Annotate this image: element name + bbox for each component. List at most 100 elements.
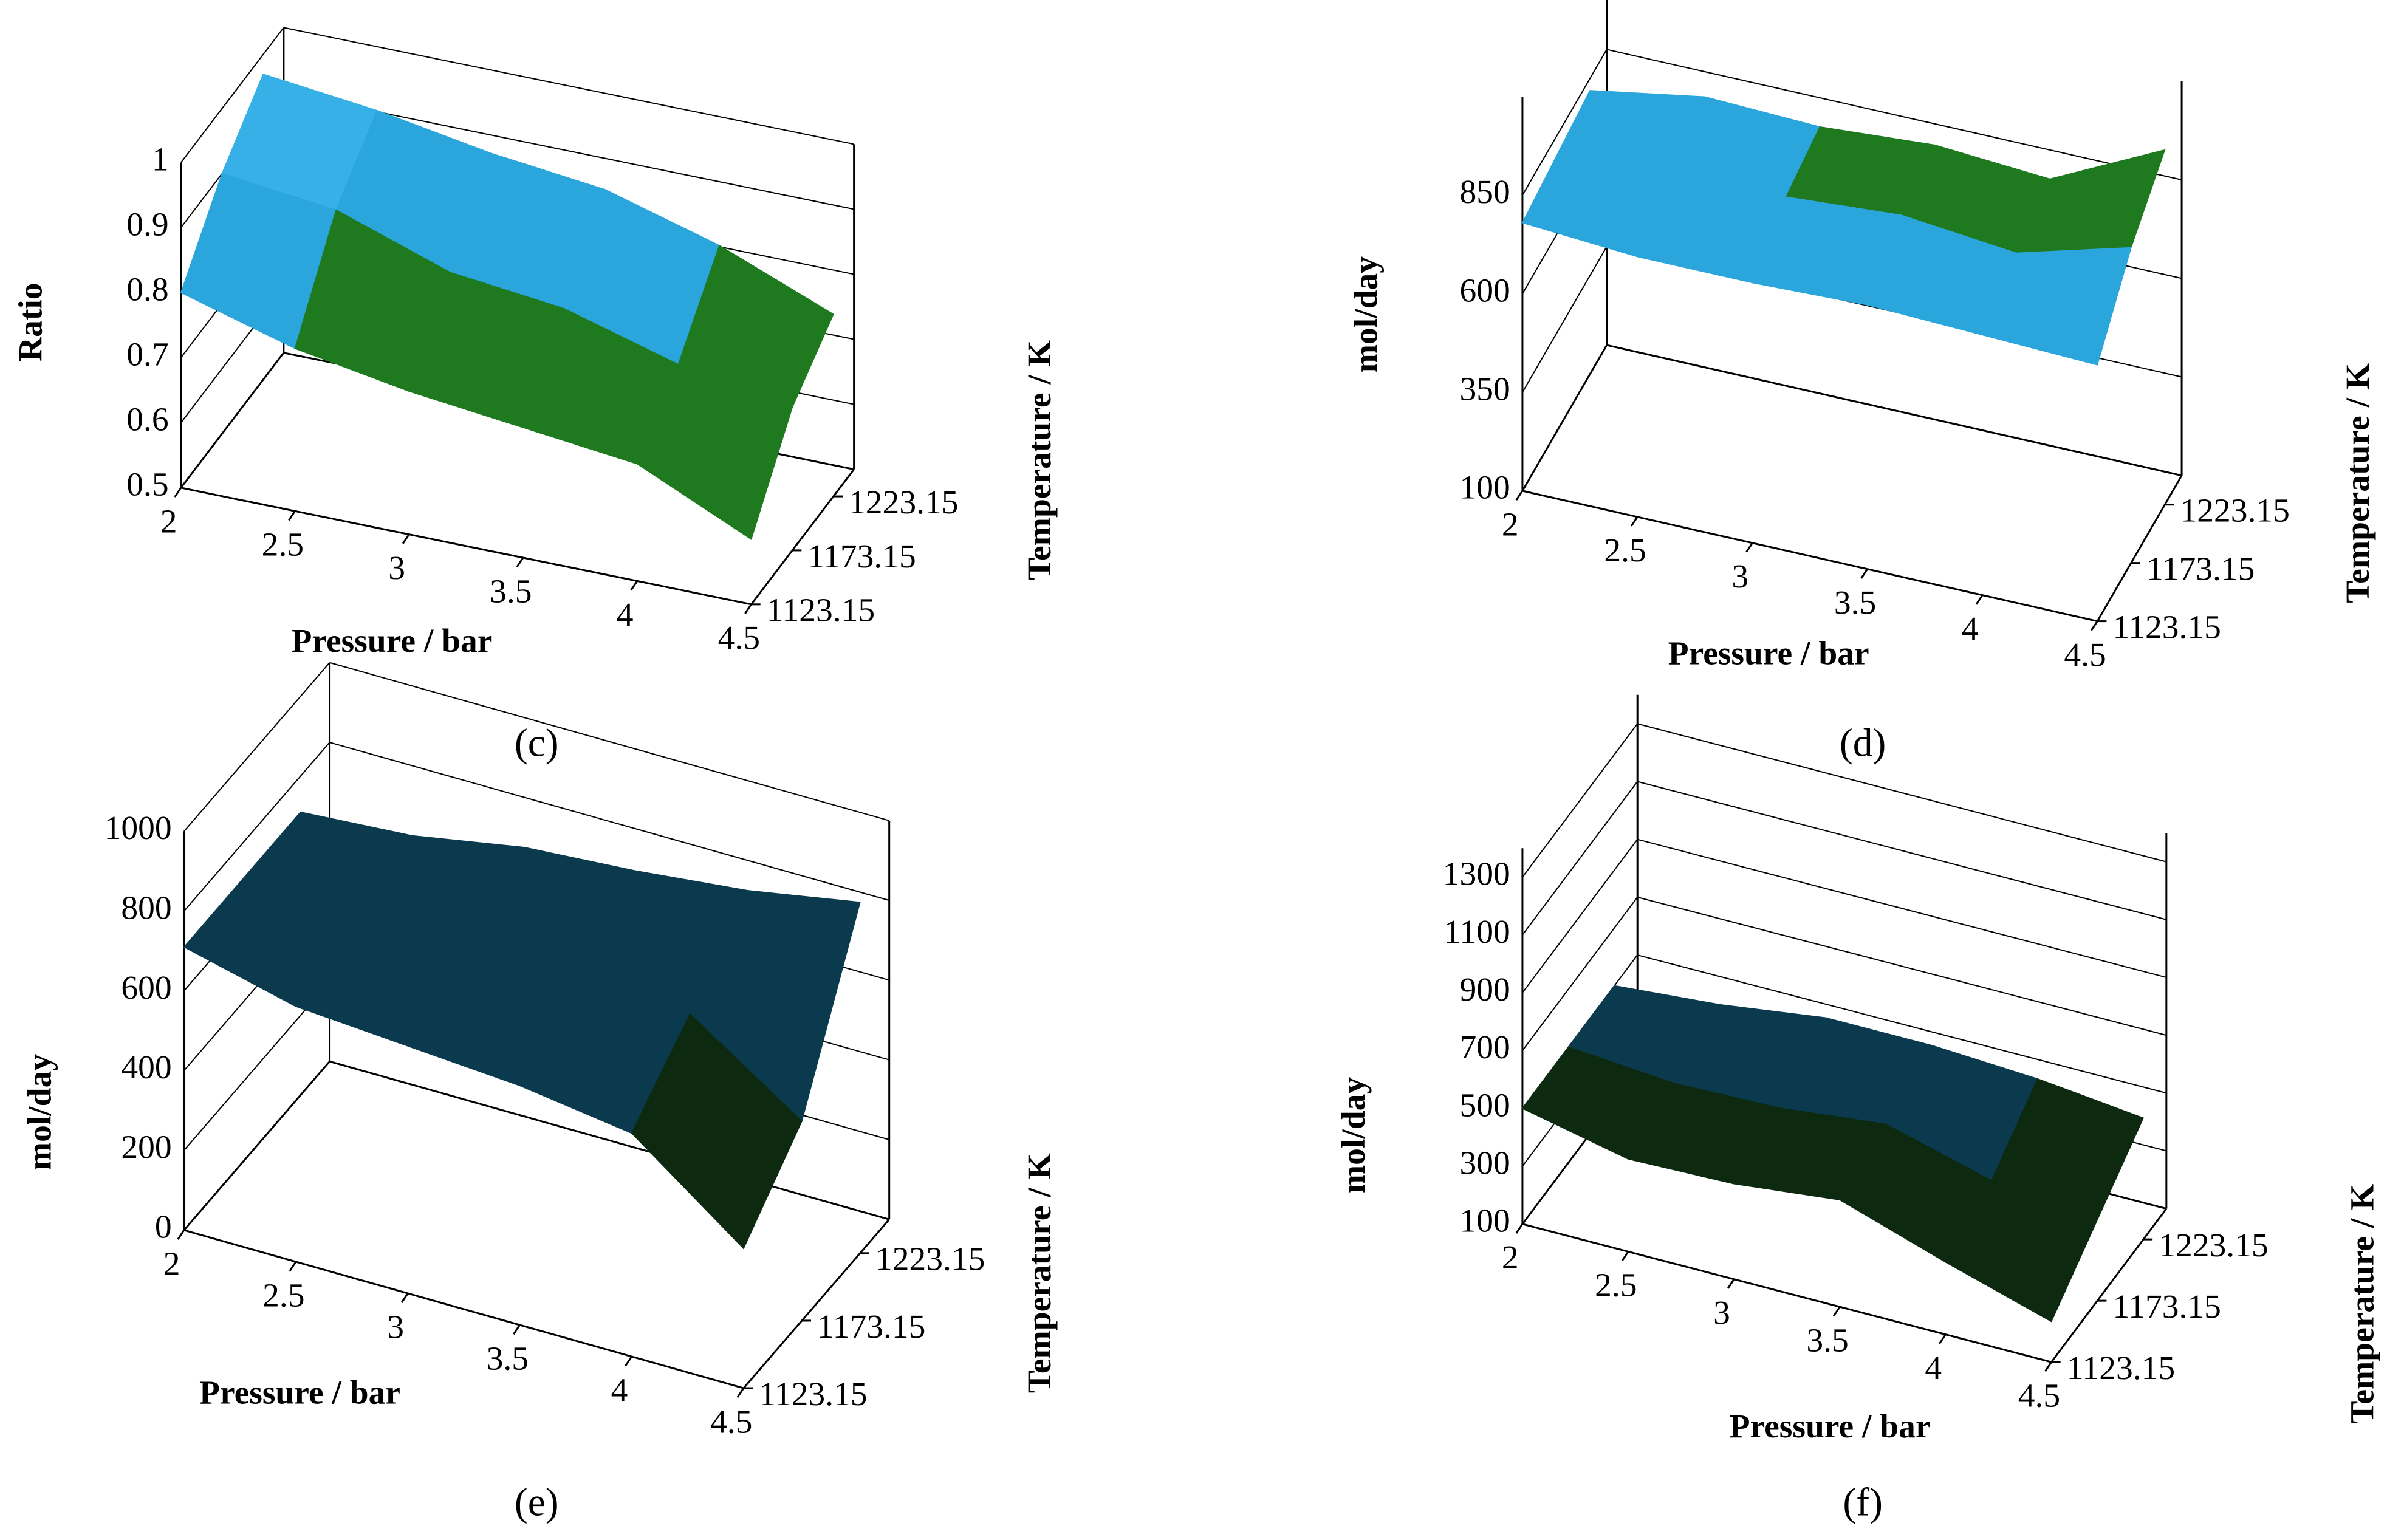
x-tick-label: 3.5 (490, 573, 532, 610)
panel-label: (d) (1840, 722, 1886, 765)
x-tick-label: 2 (160, 503, 177, 540)
grid-line (1522, 246, 1608, 393)
tick-mark (744, 603, 752, 614)
grid-line (183, 662, 330, 832)
tick-mark (1630, 516, 1639, 527)
x-tick-label: 3.5 (1806, 1323, 1848, 1360)
x-tick-label: 2.5 (262, 1277, 304, 1314)
y-axis-title: Ratio (12, 282, 49, 361)
x-tick-label: 4.5 (718, 620, 760, 657)
depth-tick-label: 1123.15 (767, 592, 875, 629)
tick-mark (1745, 542, 1753, 553)
grid-line (329, 662, 889, 821)
z-tick-label: 400 (121, 1049, 171, 1086)
depth-tick-label: 1123.15 (2067, 1350, 2175, 1387)
depth-axis-title: Temperature / K (1021, 340, 1058, 580)
z-tick-label: 700 (1459, 1029, 1510, 1066)
grid-line (1522, 49, 1608, 196)
z-tick-label: 1000 (104, 810, 172, 847)
grid-line (1522, 344, 1608, 491)
z-tick-label: 0.8 (126, 271, 168, 308)
tick-mark (174, 487, 182, 498)
tick-mark (288, 510, 296, 521)
surface-cell (636, 363, 793, 540)
z-tick-label: 600 (121, 970, 171, 1007)
tick-mark (177, 1230, 185, 1240)
depth-tick-label: 1223.15 (2159, 1227, 2268, 1264)
grid-line (180, 27, 284, 163)
tick-mark (1727, 1278, 1735, 1289)
grid-line (1522, 781, 1639, 936)
z-tick-label: 1100 (1444, 914, 1510, 951)
axis-line (2050, 1208, 2168, 1363)
x-tick-label: 4.5 (2018, 1377, 2060, 1414)
z-tick-label: 300 (1459, 1145, 1510, 1182)
panel-label: (c) (515, 722, 559, 765)
tick-mark (2090, 620, 2098, 631)
depth-tick-label: 1223.15 (849, 484, 958, 521)
x-tick-label: 4.5 (2064, 637, 2106, 674)
x-tick-label: 3 (388, 550, 405, 587)
depth-tick-label: 1223.15 (2180, 493, 2290, 530)
depth-tick-label: 1173.15 (2146, 551, 2255, 588)
x-axis-title: Pressure / bar (291, 623, 492, 660)
x-tick-label: 4 (611, 1372, 628, 1409)
x-tick-label: 2.5 (1595, 1267, 1637, 1304)
tick-mark (625, 1356, 632, 1367)
y-axis-title: mol/day (1335, 1077, 1372, 1194)
grid-line (1522, 723, 1639, 878)
depth-tick-label: 1173.15 (817, 1309, 925, 1346)
surface-cell (1945, 1180, 2098, 1323)
z-tick-label: 850 (1459, 174, 1510, 211)
grid-line (183, 742, 330, 912)
z-tick-label: 0 (155, 1209, 172, 1246)
x-tick-label: 4.5 (710, 1403, 752, 1440)
depth-tick-label: 1173.15 (807, 538, 916, 575)
tick-mark (1860, 568, 1869, 579)
tick-mark (1515, 490, 1524, 501)
depth-axis-title: Temperature / K (2344, 1184, 2382, 1424)
x-tick-label: 3 (387, 1309, 404, 1346)
tick-mark (1515, 1223, 1524, 1234)
y-axis-title: mol/day (21, 1054, 58, 1171)
grid-line (1606, 344, 2182, 476)
z-tick-label: 0.5 (126, 467, 168, 504)
x-tick-label: 2 (1502, 1239, 1519, 1276)
x-axis-title: Pressure / bar (199, 1374, 400, 1411)
tick-mark (1621, 1251, 1629, 1262)
z-tick-label: 200 (121, 1129, 171, 1166)
y-axis-title: mol/day (1348, 256, 1385, 373)
z-tick-label: 1300 (1443, 856, 1510, 893)
tick-mark (1975, 594, 1984, 605)
grid-line (1637, 896, 2167, 1036)
z-tick-label: 350 (1459, 371, 1510, 408)
z-tick-label: 0.7 (126, 337, 168, 374)
z-tick-label: 100 (1459, 470, 1510, 507)
panel-label: (f) (1843, 1481, 1883, 1525)
tick-mark (400, 1293, 409, 1303)
x-tick-label: 2.5 (1604, 532, 1646, 569)
tick-mark (402, 533, 410, 544)
axis-line (742, 1219, 890, 1389)
grid-line (1522, 897, 1639, 1051)
tick-mark (513, 1324, 521, 1335)
depth-tick-label: 1173.15 (2113, 1288, 2221, 1326)
chart-panel: 100 300 500 700 900 1100 1300 2 2.5 3 3.5 4 4.51123.… (1335, 694, 2382, 1525)
tick-mark (1939, 1333, 1947, 1344)
depth-tick-label: 1123.15 (759, 1376, 867, 1413)
x-axis-title: Pressure / bar (1668, 635, 1869, 672)
x-tick-label: 4 (1925, 1350, 1942, 1387)
axis-line (183, 1229, 744, 1389)
x-tick-label: 3 (1731, 558, 1748, 595)
depth-axis-title: Temperature / K (1021, 1153, 1058, 1393)
surface-cell (1981, 247, 2132, 366)
axis-line (1522, 490, 2098, 623)
tick-mark (516, 557, 524, 568)
x-tick-label: 2 (1502, 506, 1519, 543)
x-tick-label: 2.5 (262, 527, 304, 564)
surface-cell (631, 1013, 803, 1250)
panel-label: (e) (515, 1481, 559, 1525)
